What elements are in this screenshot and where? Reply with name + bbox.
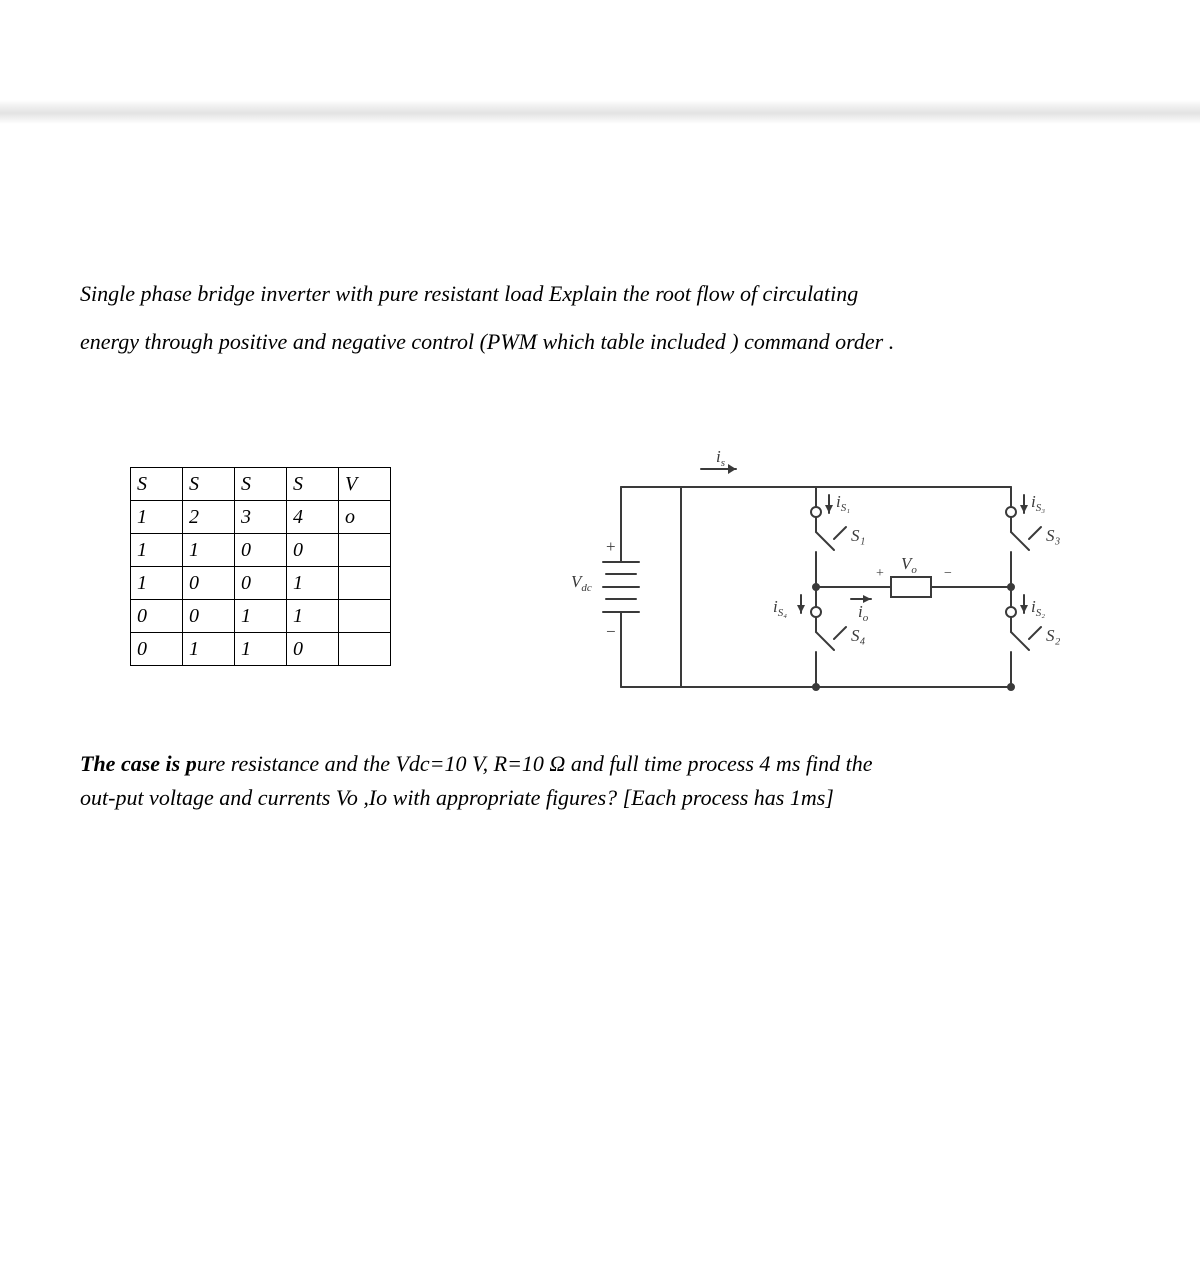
th-s4-bot: 4	[287, 501, 339, 534]
svg-text:−: −	[944, 566, 952, 581]
intro-paragraph: Single phase bridge inverter with pure r…	[80, 270, 1100, 367]
svg-text:io: io	[858, 602, 869, 624]
circuit-diagram: is Vdc + − iS₁ iS₃ iS₄ iS₂ S₁ S₃ S₄ S₂ V…	[551, 437, 1071, 697]
document-page: Single phase bridge inverter with pure r…	[80, 270, 1100, 815]
question-rest-1: ure resistance and the Vdc=10 V, R=10 Ω …	[197, 751, 873, 776]
table-row: S S S S V	[131, 468, 391, 501]
svg-text:−: −	[606, 622, 616, 641]
svg-text:S₃: S₃	[1046, 526, 1061, 545]
svg-text:S₂: S₂	[1046, 626, 1061, 645]
svg-text:iS₄: iS₄	[773, 597, 787, 619]
th-vo-top: V	[339, 468, 391, 501]
svg-text:S₁: S₁	[851, 526, 865, 545]
th-s1-top: S	[131, 468, 183, 501]
intro-line-1: Single phase bridge inverter with pure r…	[80, 270, 1100, 318]
table-row: 1 0 0 1	[131, 567, 391, 600]
top-gradient-separator	[0, 100, 1200, 124]
table-row: 0 0 1 1	[131, 600, 391, 633]
th-s2-top: S	[183, 468, 235, 501]
truth-table: S S S S V 1 2 3 4 o 1 1 0 0 1	[130, 467, 391, 666]
question-lead: The case is p	[80, 751, 197, 776]
intro-line-2: energy through positive and negative con…	[80, 318, 1100, 366]
table-row: 0 1 1 0	[131, 633, 391, 666]
th-vo-bot: o	[339, 501, 391, 534]
th-s2-bot: 2	[183, 501, 235, 534]
svg-text:Vdc: Vdc	[571, 572, 592, 594]
th-s1-bot: 1	[131, 501, 183, 534]
svg-text:+: +	[606, 537, 616, 556]
svg-text:+: +	[876, 566, 884, 581]
question-line-2: out-put voltage and currents Vo ,Io with…	[80, 785, 834, 810]
svg-text:Vo: Vo	[901, 554, 917, 576]
question-paragraph: The case is pure resistance and the Vdc=…	[80, 747, 1100, 815]
svg-text:S₄: S₄	[851, 626, 866, 645]
table-row: 1 1 0 0	[131, 534, 391, 567]
content-row: S S S S V 1 2 3 4 o 1 1 0 0 1	[80, 437, 1100, 697]
svg-text:iS₁: iS₁	[836, 492, 850, 514]
svg-text:iS₃: iS₃	[1031, 492, 1045, 514]
th-s4-top: S	[287, 468, 339, 501]
table-row: 1 2 3 4 o	[131, 501, 391, 534]
th-s3-top: S	[235, 468, 287, 501]
svg-text:iS₂: iS₂	[1031, 597, 1045, 619]
svg-text:is: is	[716, 447, 725, 469]
th-s3-bot: 3	[235, 501, 287, 534]
